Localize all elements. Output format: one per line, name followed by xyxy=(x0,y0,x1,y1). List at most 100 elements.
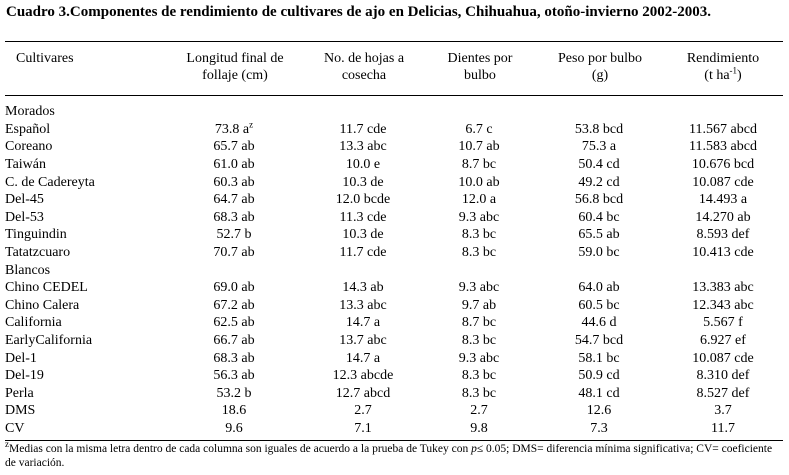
longitud-cell: 64.7 ab xyxy=(165,191,303,209)
rendimiento-value: 5.567 f xyxy=(703,315,743,331)
cultivar-cell: Del-53 xyxy=(5,209,44,225)
rendimiento-cell: 6.927 ef xyxy=(663,332,783,350)
header-hojas-line1: No. de hojas a xyxy=(323,51,405,66)
hojas-cell: 14.3 ab xyxy=(303,279,423,297)
cultivar-cell: Del-19 xyxy=(5,368,44,384)
header-rendimiento: Rendimiento (t ha-1) xyxy=(663,50,783,84)
table-row: Taiwán 61.0 ab 10.0 e 8.7 bc 50.4 cd 10.676 b… xyxy=(5,156,783,174)
hojas-cell: 12.0 bcde xyxy=(303,191,423,209)
cultivar-cell: California xyxy=(5,315,62,331)
dientes-value: 9.3 abc xyxy=(458,280,500,296)
dientes-value: 8.3 bc xyxy=(461,227,497,243)
peso-cell: 65.5 ab xyxy=(535,226,663,244)
hojas-value: 14.3 ab xyxy=(342,280,384,296)
dientes-cell: 10.0 ab xyxy=(423,173,535,191)
table-row: C. de Cadereyta 60.3 ab 10.3 de 10.0 ab 49.2… xyxy=(5,173,783,191)
peso-cell: 50.9 cd xyxy=(535,367,663,385)
hojas-value: 11.3 cde xyxy=(339,209,387,225)
stat-row: DMS 18.6 2.7 2.7 12.6 3.7 xyxy=(5,402,783,420)
hojas-value: 10.3 de xyxy=(342,227,384,243)
peso-value: 44.6 d xyxy=(581,315,617,331)
peso-cell: 50.4 cd xyxy=(535,156,663,174)
dientes-cell: 8.3 bc xyxy=(423,226,535,244)
footnote-text-after: ≤ 0.05; DMS= diferencia mínima significa… xyxy=(5,443,773,469)
longitud-value: 69.0 ab xyxy=(213,280,255,296)
dientes-cell: 8.7 bc xyxy=(423,156,535,174)
hojas-value: 13.7 abc xyxy=(339,333,387,349)
rendimiento-cell: 8.527 def xyxy=(663,385,783,403)
longitud-value: 56.3 ab xyxy=(213,368,255,384)
rendimiento-value: 11.567 abcd xyxy=(689,121,757,137)
dientes-value: 8.7 bc xyxy=(461,157,497,173)
peso-value: 64.0 ab xyxy=(578,280,620,296)
hojas-cell: 12.7 abcd xyxy=(303,385,423,403)
rendimiento-value: 10.087 cde xyxy=(692,174,754,190)
peso-cell: 60.5 bc xyxy=(535,297,663,315)
longitud-value: 60.3 ab xyxy=(213,174,255,190)
hojas-value: 14.7 a xyxy=(345,315,381,331)
longitud-cell: 52.7 b xyxy=(165,226,303,244)
peso-value: 49.2 cd xyxy=(578,174,620,190)
rendimiento-value: 12.343 abc xyxy=(692,297,754,313)
rendimiento-value: 14.493 a xyxy=(698,192,748,208)
peso-stat-cell: 12.6 xyxy=(586,403,612,419)
table-row: Perla 53.2 b 12.7 abcd 8.3 bc 48.1 cd 8.527 d… xyxy=(5,385,783,403)
longitud-value: 53.2 b xyxy=(216,385,252,401)
table-row: Del-19 56.3 ab 12.3 abcde 8.3 bc 50.9 cd 8.31… xyxy=(5,367,783,385)
peso-cell: 59.0 bc xyxy=(535,244,663,262)
longitud-superscript: z xyxy=(249,119,254,130)
cultivar-cell: Chino Calera xyxy=(5,297,80,313)
longitud-cell: 62.5 ab xyxy=(165,314,303,332)
cultivar-cell: Español xyxy=(5,121,51,137)
longitud-cell: 68.3 ab xyxy=(165,349,303,367)
stat-label: DMS xyxy=(5,403,36,419)
rendimiento-stat-cell: 3.7 xyxy=(714,403,732,419)
longitud-cell: 73.8 az xyxy=(165,119,303,139)
peso-value: 65.5 ab xyxy=(578,227,620,243)
peso-value: 54.7 bcd xyxy=(574,333,624,349)
peso-cell: 49.2 cd xyxy=(535,173,663,191)
rendimiento-cell: 11.567 abcd xyxy=(663,121,783,139)
hojas-value: 13.3 abc xyxy=(339,139,387,155)
table-title: Cuadro 3.Componentes de rendimiento de c… xyxy=(6,4,712,20)
table-row: Chino CEDEL 69.0 ab 14.3 ab 9.3 abc 64.0 ab 1… xyxy=(5,279,783,297)
peso-cell: 58.1 bc xyxy=(535,349,663,367)
cultivar-cell: Del-1 xyxy=(5,350,37,366)
hojas-cell: 10.0 e xyxy=(303,156,423,174)
table-row: Del-45 64.7 ab 12.0 bcde 12.0 a 56.8 bcd 14.4… xyxy=(5,191,783,209)
hojas-cell: 13.7 abc xyxy=(303,332,423,350)
rendimiento-cell: 11.583 abcd xyxy=(663,138,783,156)
table-row: Del-53 68.3 ab 11.3 cde 9.3 abc 60.4 bc 14.27… xyxy=(5,209,783,227)
rendimiento-value: 8.593 def xyxy=(696,227,750,243)
rendimiento-cell: 12.343 abc xyxy=(663,297,783,315)
dientes-value: 8.3 bc xyxy=(461,385,497,401)
rendimiento-value: 8.527 def xyxy=(696,385,750,401)
dientes-cell: 8.7 bc xyxy=(423,314,535,332)
hojas-value: 13.3 abc xyxy=(339,297,387,313)
group-row: Blancos xyxy=(5,261,783,279)
dientes-cell: 9.7 ab xyxy=(423,297,535,315)
peso-value: 60.4 bc xyxy=(578,209,620,225)
table-row: Español 73.8 az 11.7 cde 6.7 c 53.8 bcd 11.56… xyxy=(5,119,783,139)
rendimiento-cell: 14.493 a xyxy=(663,191,783,209)
dientes-cell: 12.0 a xyxy=(423,191,535,209)
header-peso: Peso por bulbo (g) xyxy=(536,50,664,84)
dientes-value: 8.3 bc xyxy=(461,333,497,349)
dientes-cell: 9.3 abc xyxy=(423,279,535,297)
peso-cell: 44.6 d xyxy=(535,314,663,332)
hojas-value: 14.7 a xyxy=(345,350,381,366)
longitud-value: 61.0 ab xyxy=(213,157,255,173)
rendimiento-cell: 10.413 cde xyxy=(663,244,783,262)
dientes-cell: 9.3 abc xyxy=(423,349,535,367)
rendimiento-cell: 5.567 f xyxy=(663,314,783,332)
dientes-stat-cell: 9.8 xyxy=(470,420,488,436)
peso-value: 56.8 bcd xyxy=(574,192,624,208)
rendimiento-value: 10.676 bcd xyxy=(691,157,755,173)
dientes-cell: 9.3 abc xyxy=(423,209,535,227)
hojas-value: 12.3 abcde xyxy=(332,368,394,384)
header-dientes-line2: bulbo xyxy=(464,68,496,83)
hojas-cell: 10.3 de xyxy=(303,226,423,244)
bottom-rule xyxy=(5,440,783,441)
dientes-cell: 8.3 bc xyxy=(423,385,535,403)
peso-stat-cell: 7.3 xyxy=(590,420,608,436)
